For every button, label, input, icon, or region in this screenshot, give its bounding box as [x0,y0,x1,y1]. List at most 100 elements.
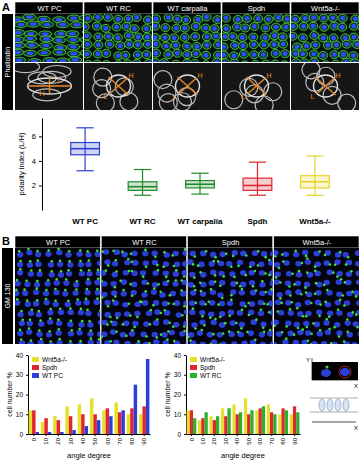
golgi [131,329,134,332]
bar [32,410,35,434]
cell-outline [281,50,290,58]
golgi [50,260,53,263]
cell-outline [260,41,269,49]
median [186,183,215,185]
nucleus [256,16,261,21]
cell-outline [349,33,358,41]
bar [273,414,276,434]
nucleus [287,331,293,337]
cell-outline [310,58,319,62]
legend-swatch [190,357,197,362]
cell-outline [84,60,93,62]
cell-outline [242,14,251,22]
golgi [263,331,266,334]
golgi [264,291,267,294]
golgi [142,275,145,278]
tick-mark [33,434,34,436]
schematic-line [310,412,358,413]
nucleus [67,309,73,315]
cell-outline [53,49,66,55]
nucleus [142,251,148,257]
golgi [107,305,110,308]
nucleus [270,280,273,286]
cell-outline [28,59,41,62]
bar [118,412,121,434]
tick-label: WT PC [72,217,98,226]
bar [134,385,137,434]
axis-line [187,434,301,435]
nucleus [174,300,180,306]
nucleus [47,319,53,325]
x-axis-title: angle degree [221,451,265,460]
cell-outline [103,14,112,21]
nucleus [151,250,157,256]
nucleus [36,331,42,337]
bar [36,432,39,434]
cell-outline [132,14,141,21]
tick-mark [248,434,249,436]
tick-label: 20 [174,391,182,398]
cell-outline [280,61,289,62]
golgi [301,328,304,331]
golgi [49,308,52,311]
nucleus [263,25,268,30]
measure-line [316,77,336,95]
golgi [241,288,244,291]
golgi [58,328,61,331]
nucleus [134,311,140,317]
golgi [339,251,342,254]
golgi [343,304,346,307]
inset-cell [107,75,131,97]
nucleus [141,292,147,298]
nucleus [131,271,137,277]
nucleus [65,302,71,308]
tick: 50 [92,434,98,445]
nucleus [203,26,208,31]
golgi [69,307,72,310]
cell-outline [112,23,121,31]
micrograph [84,14,152,62]
nucleus [355,42,359,47]
bar [270,412,273,434]
nucleus [131,251,137,257]
nucleus [321,341,327,344]
golgi [39,319,42,322]
golgi [189,339,192,342]
bar [278,414,281,434]
column-header: WT PC [46,238,71,247]
nucleus [123,320,129,326]
inset-cell [96,94,114,110]
cell-outline [132,60,141,62]
cell-outline [66,31,79,37]
nucleus [26,15,33,19]
tick-mark [294,434,295,436]
golgi [47,279,50,282]
nucleus [15,50,21,54]
bar [216,416,219,434]
bar [232,404,235,434]
nucleus [31,60,38,62]
cell-outline [309,14,318,22]
nucleus [173,271,179,277]
cell-outline [56,22,69,28]
cell-outline [81,42,83,48]
nucleus [305,330,311,336]
nucleus [228,310,234,316]
golgi [305,315,308,318]
nucleus [79,271,85,277]
nucleus [219,252,225,258]
measure-label: L [58,77,62,84]
inset-cell [225,91,243,109]
inset-cell [255,96,273,110]
golgi [50,270,53,273]
golgi [101,336,103,339]
nucleus [301,24,306,29]
golgi [314,265,317,268]
tick-mark [271,434,272,436]
cell-outline [142,51,151,59]
x-axis: 0102030405060708090 [29,434,151,445]
bar [41,422,44,434]
nucleus [84,290,90,296]
cell-outline [271,60,280,62]
golgi [81,320,84,323]
